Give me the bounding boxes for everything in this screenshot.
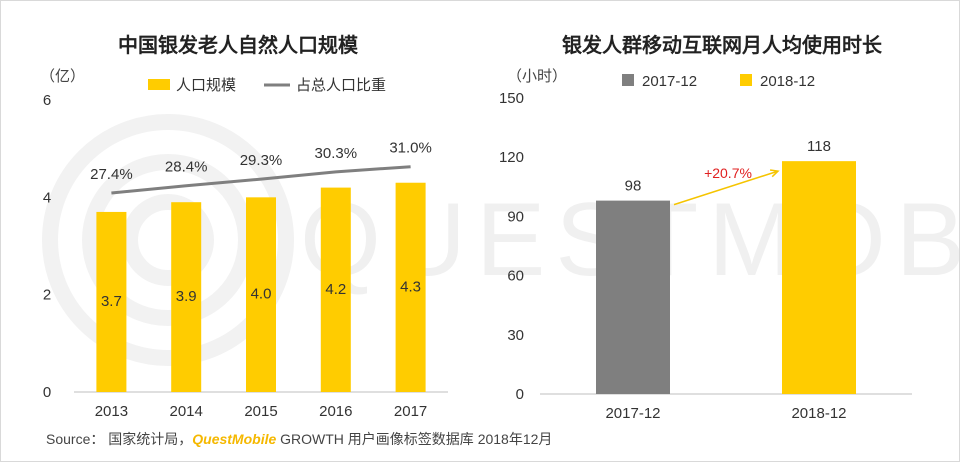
chart2-unit-label: （小时）	[507, 68, 567, 85]
chart1-legend-label-line: 占总人口比重	[296, 77, 386, 94]
chart1-ytick-label: 2	[43, 287, 51, 304]
chart2-growth-annotation: +20.7%	[704, 165, 752, 181]
chart2-legend-swatch-2017	[622, 74, 634, 86]
chart1-bar	[246, 197, 276, 392]
chart1-xtick-label: 2016	[319, 403, 352, 420]
chart1-bar	[395, 182, 426, 392]
chart2-bar-value-label: 118	[807, 138, 831, 155]
chart2-ytick-label: 60	[507, 268, 524, 285]
chart1-title: 中国银发老人自然人口规模	[118, 33, 359, 57]
chart2-ytick-label: 150	[499, 90, 524, 107]
chart2-legend-swatch-2018	[740, 74, 752, 86]
chart1-bar-value-label: 3.7	[101, 293, 122, 310]
chart2-bar	[596, 200, 670, 394]
chart1-line-value-label: 28.4%	[165, 159, 208, 176]
chart2-title: 银发人群移动互联网月人均使用时长	[562, 33, 883, 57]
chart1-legend-swatch-bars	[148, 79, 170, 90]
chart1-xtick-label: 2017	[394, 403, 427, 420]
chart1-bar	[96, 211, 127, 392]
watermark-ring-outer	[42, 114, 294, 366]
chart1-xtick-label: 2015	[244, 403, 277, 420]
chart1-ytick-label: 0	[43, 384, 51, 401]
chart2-growth-arrow-line	[673, 170, 779, 206]
chart1-ytick-label: 6	[43, 92, 51, 109]
chart1-bar-value-label: 4.2	[325, 281, 346, 298]
source-suffix: GROWTH 用户画像标签数据库 2018年12月	[276, 431, 553, 447]
source-note: Source： 国家统计局，QuestMobile GROWTH 用户画像标签数…	[46, 429, 552, 449]
chart1-bar	[320, 187, 351, 392]
chart1-line-value-label: 30.3%	[315, 145, 358, 162]
chart2-ytick-label: 120	[499, 149, 524, 166]
chart2-bar-value-label: 98	[625, 178, 642, 195]
chart1-bar-value-label: 4.0	[251, 286, 272, 303]
chart1-line-value-label: 31.0%	[389, 140, 432, 157]
chart1-bar-value-label: 4.3	[400, 278, 421, 295]
chart1-legend-label-bars: 人口规模	[176, 77, 236, 94]
chart1-ytick-label: 4	[43, 189, 51, 206]
chart1-line-series	[111, 165, 411, 195]
chart2-xtick-label: 2017-12	[605, 405, 660, 422]
chart2-xtick-label: 2018-12	[791, 405, 846, 422]
chart2-growth-arrow-head	[769, 169, 780, 178]
chart2-legend-label-2018: 2018-12	[760, 73, 815, 90]
chart2-bar	[782, 161, 856, 394]
chart2-ytick-label: 30	[507, 327, 524, 344]
chart1-unit-label: （亿）	[40, 68, 85, 85]
chart1-bar-value-label: 3.9	[176, 288, 197, 305]
source-brand: QuestMobile	[192, 431, 277, 447]
chart1-line-value-label: 29.3%	[240, 152, 283, 169]
chart2-ytick-label: 90	[507, 208, 524, 225]
source-prefix: Source： 国家统计局，	[46, 431, 193, 447]
chart2-legend-label-2017: 2017-12	[642, 73, 697, 90]
chart1-xtick-label: 2013	[95, 403, 128, 420]
chart1-line-value-label: 27.4%	[90, 166, 133, 183]
chart1-bar	[171, 202, 202, 392]
chart1-xtick-label: 2014	[170, 403, 203, 420]
watermark-ring-inner	[122, 194, 214, 286]
chart2-ytick-label: 0	[516, 386, 524, 403]
